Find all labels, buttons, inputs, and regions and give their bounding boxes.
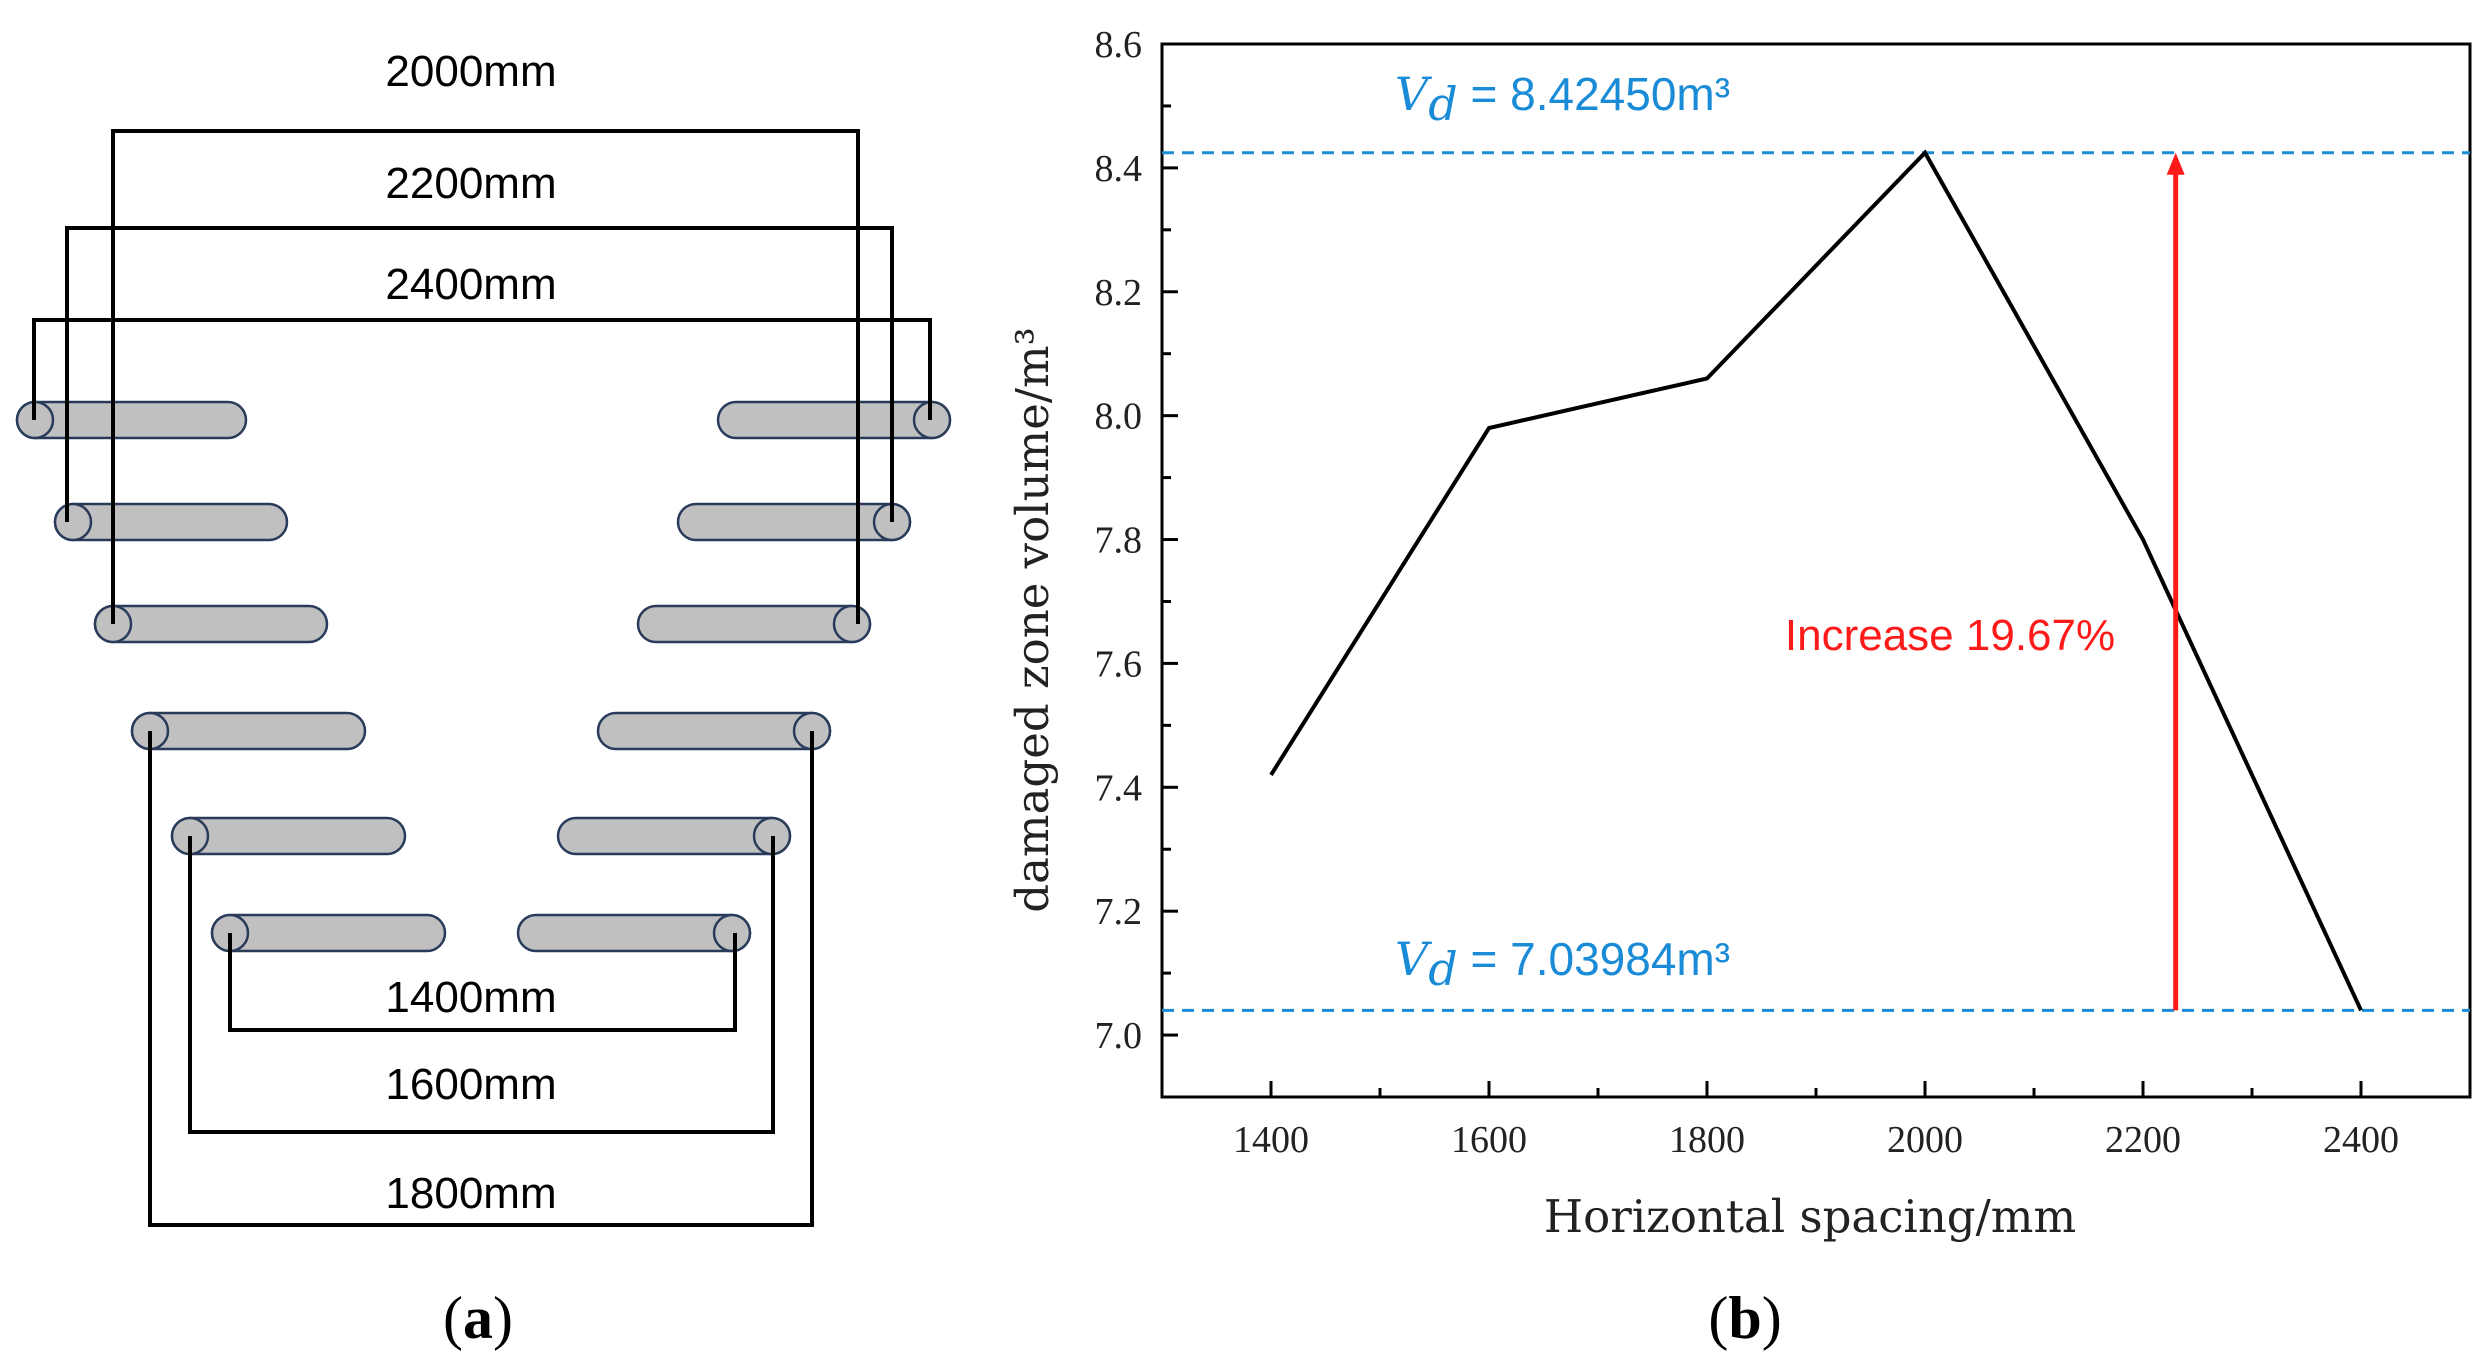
x-axis-ticks: 1400 1600 1800 2000 2200 2400 <box>1160 1081 2472 1161</box>
panel-b-label: (b) <box>1708 1285 1781 1351</box>
vd-min-equals: = <box>1458 933 1510 985</box>
vd-max-label: Vd = 8.42450m³ <box>1395 67 1730 131</box>
spacing-label-1600: 1600mm <box>385 1060 556 1109</box>
y-tick-label-7.0: 7.0 <box>1095 1015 1143 1057</box>
vd-min-symbol: V <box>1395 932 1433 986</box>
bracket-layer <box>32 129 932 1227</box>
panel-a-label-letter: a <box>463 1285 493 1351</box>
spacing-label-2000: 2000mm <box>385 47 556 96</box>
x-tick-label-2400: 2400 <box>2323 1119 2399 1161</box>
panel-a-label: (a) <box>443 1285 513 1351</box>
x-tick-label-2000: 2000 <box>1887 1119 1963 1161</box>
x-tick-label-1600: 1600 <box>1451 1119 1527 1161</box>
y-tick-label-8.4: 8.4 <box>1095 148 1143 190</box>
vd-min-value: 7.03984m³ <box>1510 933 1730 985</box>
y-tick-label-8.2: 8.2 <box>1095 272 1143 314</box>
series-points <box>1270 152 2362 1011</box>
y-tick-label-7.4: 7.4 <box>1095 767 1143 809</box>
vd-max-equals: = <box>1458 68 1510 120</box>
bracket-2200mm <box>65 226 894 522</box>
vd-min-label: Vd = 7.03984m³ <box>1395 932 1730 996</box>
spacing-label-2400: 2400mm <box>385 260 556 309</box>
plot-frame <box>1160 42 2472 1099</box>
y-tick-label-7.2: 7.2 <box>1095 891 1143 933</box>
y-axis-label: damaged zone volume/m³ <box>1006 327 1059 912</box>
reference-lines <box>1162 151 2470 1012</box>
increase-annotation: Increase 19.67% <box>1785 611 2115 660</box>
vd-max-symbol: V <box>1395 67 1433 121</box>
series-line-damaged-zone-volume <box>1269 149 2363 1012</box>
x-tick-label-1400: 1400 <box>1233 1119 1309 1161</box>
bracket-2000mm <box>111 129 860 624</box>
panel-b-label-close: ) <box>1762 1285 1782 1351</box>
vd-max-value: 8.42450m³ <box>1510 68 1730 120</box>
y-tick-label-7.8: 7.8 <box>1095 520 1143 562</box>
rod-end-right-6 <box>712 913 752 953</box>
rod-end-right-3 <box>832 604 872 644</box>
y-tick-label-8.0: 8.0 <box>1095 396 1143 438</box>
panel-b-chart: 1400 1600 1800 2000 2200 2400 7.0 7.2 7.4 7.6 7.8… <box>1006 24 2472 1351</box>
rod-end-left-2 <box>53 502 93 542</box>
panel-a-label-close: ) <box>493 1285 513 1351</box>
y-tick-label-7.6: 7.6 <box>1095 643 1143 685</box>
x-tick-label-1800: 1800 <box>1669 1119 1745 1161</box>
spacing-label-1400: 1400mm <box>385 973 556 1022</box>
bracket-2400mm <box>32 318 932 420</box>
increase-arrow-head <box>2166 152 2185 175</box>
vd-min-subscript: d <box>1428 942 1457 996</box>
y-tick-label-8.6: 8.6 <box>1095 24 1143 66</box>
x-axis-label: Horizontal spacing/mm <box>1544 1190 2076 1243</box>
x-tick-label-2200: 2200 <box>2105 1119 2181 1161</box>
panel-a-diagram: 2000mm 2200mm 2400mm 1400mm 1600mm 1800m… <box>15 47 952 1351</box>
spacing-label-1800: 1800mm <box>385 1169 556 1218</box>
panel-a-label-open: ( <box>443 1285 463 1351</box>
spacing-label-2200: 2200mm <box>385 159 556 208</box>
bracket-1800mm <box>148 731 814 1227</box>
panel-b-label-letter: b <box>1728 1285 1761 1351</box>
y-axis-ticks: 7.0 7.2 7.4 7.6 7.8 8.0 8.2 8.4 8.6 <box>1095 24 1178 1099</box>
bracket-1400mm <box>228 933 737 1032</box>
vd-max-subscript: d <box>1428 77 1457 131</box>
bracket-1600mm <box>188 836 775 1134</box>
panel-b-label-open: ( <box>1708 1285 1728 1351</box>
